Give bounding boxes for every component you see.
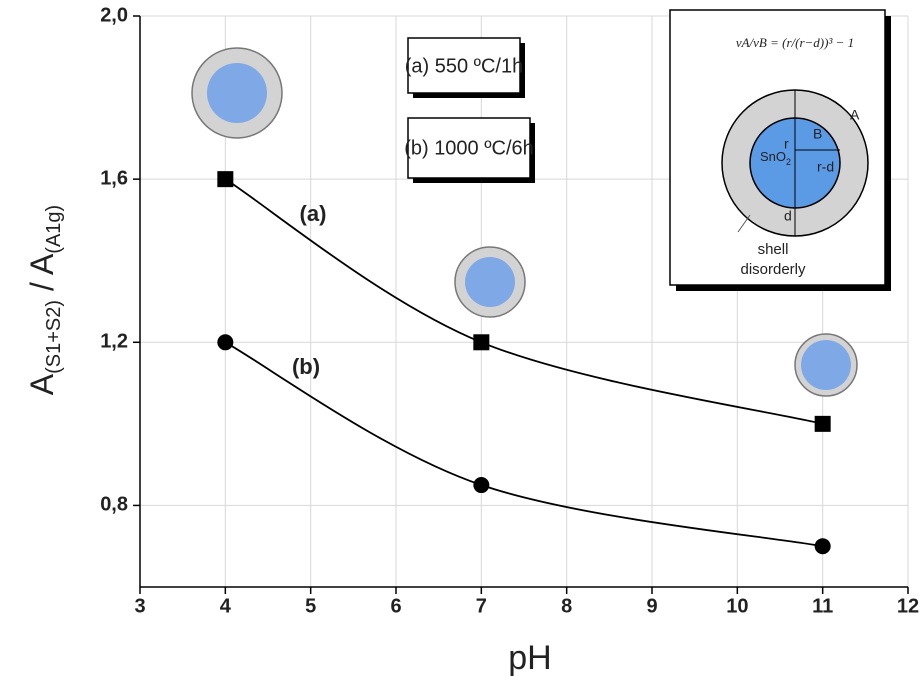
marker — [473, 477, 490, 494]
inset-label: SnO2 — [760, 149, 791, 167]
marker — [814, 415, 831, 432]
x-tick-label: 3 — [134, 595, 145, 617]
x-tick-label: 12 — [897, 595, 919, 617]
y-tick-label: 0,8 — [100, 494, 128, 516]
x-axis-title: pH — [508, 639, 551, 677]
x-tick-label: 11 — [812, 595, 833, 617]
annotation: (b) — [292, 354, 320, 379]
legend: (a) 550 ºC/1h (b) 1000 ºC/6h — [404, 37, 535, 183]
legend-entry: (a) 550 ºC/1h — [405, 55, 523, 77]
x-tick-label: 10 — [726, 595, 748, 617]
inset-label: d — [784, 208, 792, 224]
annotation: (a) — [300, 201, 327, 226]
inset-label: A — [850, 107, 860, 123]
marker — [814, 538, 831, 555]
inset-caption: disorderly — [740, 261, 806, 278]
inset-caption: shell — [758, 241, 789, 258]
x-tick-label: 5 — [305, 595, 316, 617]
inset-label: B — [813, 126, 822, 142]
x-tick-label: 6 — [390, 595, 401, 617]
legend-entry: (b) 1000 ºC/6h — [404, 137, 534, 159]
x-tick-label: 9 — [646, 595, 657, 617]
particles — [191, 47, 858, 397]
y-tick-label: 2,0 — [100, 4, 128, 26]
inset-label: r-d — [817, 159, 834, 175]
inset-formula: vA/vB = (r/(r−d))³ − 1 — [736, 35, 854, 50]
y-axis-title: A(S1+S2) / A(A1g) — [24, 205, 65, 395]
x-tick-label: 8 — [561, 595, 572, 617]
y-tick-label: 1,6 — [100, 167, 128, 189]
x-tick-label: 7 — [476, 595, 487, 617]
inset: vA/vB = (r/(r−d))³ − 1 A B r r-d d SnO2 … — [669, 9, 891, 291]
y-tick-label: 1,2 — [100, 331, 128, 353]
marker — [473, 334, 490, 351]
x-tick-label: 4 — [220, 595, 232, 617]
marker — [217, 171, 234, 188]
marker — [217, 334, 234, 351]
inset-label: r — [784, 136, 789, 152]
